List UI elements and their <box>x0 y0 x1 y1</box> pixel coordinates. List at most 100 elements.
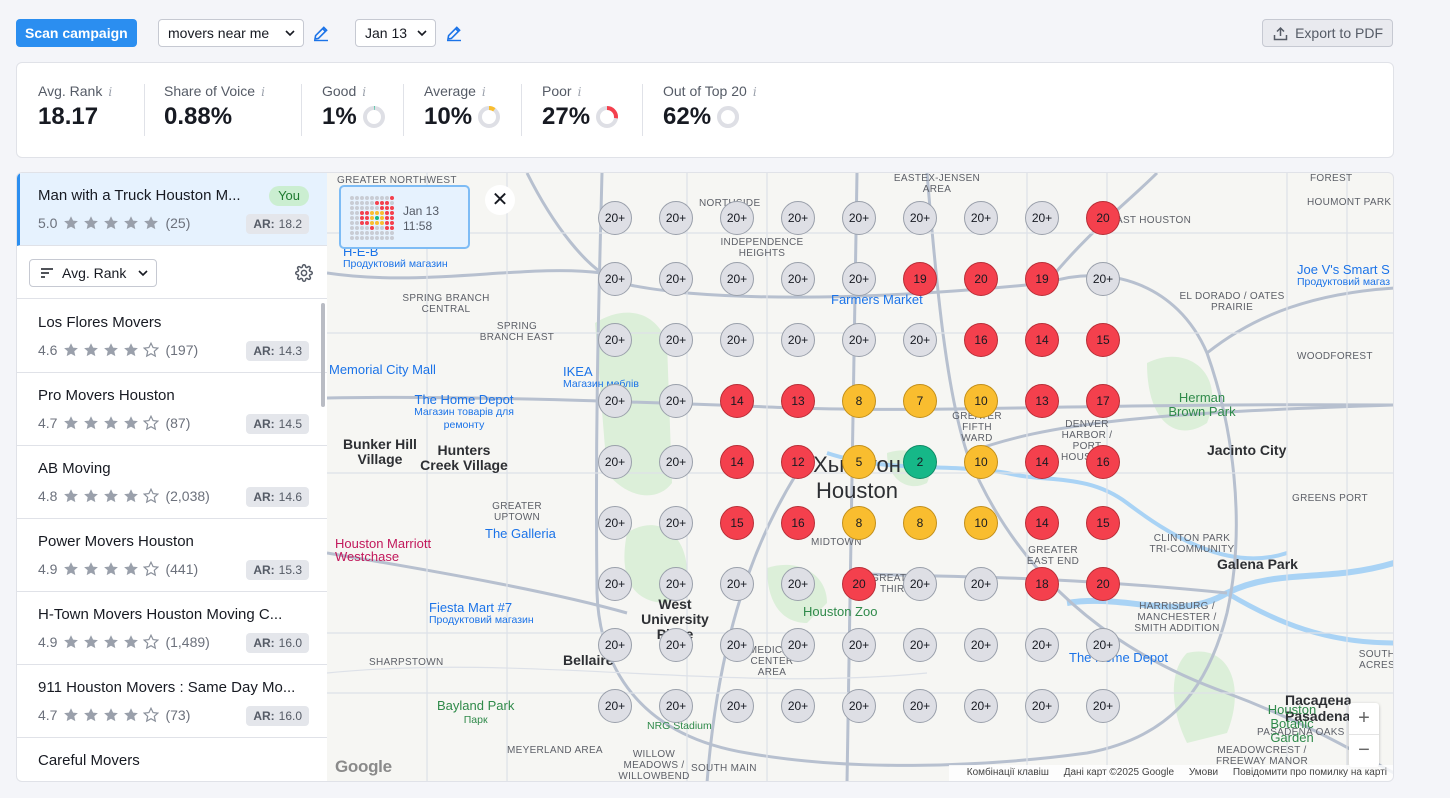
scan-popup[interactable]: Jan 13 11:58 <box>339 185 470 249</box>
rank-pin[interactable]: 20+ <box>659 567 693 601</box>
edit-keyword-icon[interactable] <box>312 24 330 42</box>
rank-pin[interactable]: 20+ <box>659 506 693 540</box>
rank-pin[interactable]: 20+ <box>964 567 998 601</box>
poi-label[interactable]: Houston Botanic Garden <box>1267 702 1317 745</box>
rank-pin[interactable]: 10 <box>964 506 998 540</box>
rank-pin[interactable]: 14 <box>720 384 754 418</box>
rank-pin[interactable]: 20+ <box>1086 262 1120 296</box>
rank-pin[interactable]: 20+ <box>781 628 815 662</box>
rank-pin[interactable]: 13 <box>1025 384 1059 418</box>
rank-pin[interactable]: 16 <box>781 506 815 540</box>
rank-pin[interactable]: 20+ <box>659 384 693 418</box>
rank-pin[interactable]: 20+ <box>903 567 937 601</box>
competitor-item[interactable]: 911 Houston Movers : Same Day Mo... 4.7 (… <box>17 665 328 738</box>
scan-campaign-button[interactable]: Scan campaign <box>16 19 137 47</box>
competitor-item[interactable]: Careful Movers <box>17 738 328 781</box>
rank-pin[interactable]: 14 <box>1025 323 1059 357</box>
close-popup-button[interactable]: ✕ <box>485 185 515 215</box>
rank-pin[interactable]: 20+ <box>1086 689 1120 723</box>
rank-pin[interactable]: 20+ <box>903 628 937 662</box>
rank-pin[interactable]: 20 <box>1086 567 1120 601</box>
date-select[interactable]: Jan 13 <box>355 19 436 47</box>
competitor-item[interactable]: Los Flores Movers 4.6 (197) AR: 14.3 <box>17 300 328 373</box>
rank-pin[interactable]: 20+ <box>659 445 693 479</box>
poi-label[interactable]: Farmers Market <box>831 292 923 307</box>
rank-pin[interactable]: 20+ <box>964 628 998 662</box>
rank-pin[interactable]: 13 <box>781 384 815 418</box>
competitor-item[interactable]: Pro Movers Houston 4.7 (87) AR: 14.5 <box>17 373 328 446</box>
rank-pin[interactable]: 20+ <box>781 201 815 235</box>
rank-pin[interactable]: 16 <box>964 323 998 357</box>
rank-pin[interactable]: 20+ <box>598 262 632 296</box>
info-icon[interactable]: i <box>577 85 582 99</box>
zoom-in-button[interactable]: + <box>1349 703 1379 735</box>
poi-label[interactable]: Memorial City Mall <box>329 362 436 377</box>
rank-pin[interactable]: 19 <box>903 262 937 296</box>
rank-pin[interactable]: 20+ <box>598 323 632 357</box>
rank-pin[interactable]: 20+ <box>842 628 876 662</box>
poi-label[interactable]: Fiesta Mart #7 Продуктовий магазин <box>429 601 534 627</box>
rank-pin[interactable]: 20 <box>842 567 876 601</box>
rank-pin[interactable]: 14 <box>1025 445 1059 479</box>
poi-label[interactable]: The Home Depot Магазин товарів для ремонт… <box>409 393 519 432</box>
rank-pin[interactable]: 15 <box>1086 323 1120 357</box>
rank-pin[interactable]: 20+ <box>720 628 754 662</box>
rank-pin[interactable]: 20+ <box>1025 628 1059 662</box>
rank-pin[interactable]: 20+ <box>659 323 693 357</box>
competitor-item[interactable]: Power Movers Houston 4.9 (441) AR: 15.3 <box>17 519 328 592</box>
rank-pin[interactable]: 20+ <box>720 567 754 601</box>
poi-label[interactable]: Joe V's Smart S Продуктовий магаз <box>1297 263 1390 289</box>
rank-pin[interactable]: 20+ <box>903 323 937 357</box>
rank-pin[interactable]: 20+ <box>659 262 693 296</box>
rank-pin[interactable]: 20+ <box>842 201 876 235</box>
rank-pin[interactable]: 20 <box>1086 201 1120 235</box>
rank-pin[interactable]: 20 <box>964 262 998 296</box>
rank-pin[interactable]: 20+ <box>598 445 632 479</box>
keyboard-shortcuts-link[interactable]: Комбінації клавіш <box>966 767 1049 778</box>
rank-pin[interactable]: 20+ <box>659 689 693 723</box>
poi-label[interactable]: The Galleria <box>485 526 556 541</box>
poi-label[interactable]: IKEA Магазин меблів <box>563 365 639 391</box>
info-icon[interactable]: i <box>108 85 113 99</box>
rank-pin[interactable]: 20+ <box>598 567 632 601</box>
rank-pin[interactable]: 20+ <box>842 689 876 723</box>
rank-pin[interactable]: 20+ <box>720 262 754 296</box>
rank-pin[interactable]: 20+ <box>842 323 876 357</box>
rank-pin[interactable]: 20+ <box>781 567 815 601</box>
poi-label[interactable]: Herman Brown Park <box>1168 390 1236 419</box>
rank-pin[interactable]: 17 <box>1086 384 1120 418</box>
rank-pin[interactable]: 20+ <box>720 201 754 235</box>
rank-pin[interactable]: 20+ <box>598 201 632 235</box>
rank-pin[interactable]: 8 <box>842 506 876 540</box>
competitor-item[interactable]: AB Moving 4.8 (2,038) AR: 14.6 <box>17 446 328 519</box>
scrollbar-thumb[interactable] <box>321 303 325 407</box>
rank-pin[interactable]: 15 <box>1086 506 1120 540</box>
rank-pin[interactable]: 20+ <box>781 689 815 723</box>
poi-label[interactable]: The Home Depot <box>1069 650 1168 665</box>
rank-pin[interactable]: 8 <box>842 384 876 418</box>
rank-pin[interactable]: 20+ <box>781 323 815 357</box>
rank-pin[interactable]: 8 <box>903 506 937 540</box>
rank-pin[interactable]: 20+ <box>598 628 632 662</box>
keyword-select[interactable]: movers near me <box>158 19 304 47</box>
report-error-link[interactable]: Повідомити про помилку на карті <box>1232 767 1387 778</box>
rank-pin[interactable]: 20+ <box>720 689 754 723</box>
rank-pin[interactable]: 12 <box>781 445 815 479</box>
rank-pin[interactable]: 20+ <box>1086 628 1120 662</box>
rank-pin[interactable]: 10 <box>964 384 998 418</box>
export-pdf-button[interactable]: Export to PDF <box>1262 19 1393 47</box>
rank-pin[interactable]: 14 <box>1025 506 1059 540</box>
gear-icon[interactable] <box>295 264 313 282</box>
rank-pin[interactable]: 20+ <box>842 262 876 296</box>
poi-label[interactable]: NRG Stadium <box>647 720 712 732</box>
rank-pin[interactable]: 20+ <box>903 689 937 723</box>
rank-pin[interactable]: 20+ <box>1025 201 1059 235</box>
rank-pin[interactable]: 16 <box>1086 445 1120 479</box>
rank-pin[interactable]: 20+ <box>781 262 815 296</box>
info-icon[interactable]: i <box>752 85 757 99</box>
rank-pin[interactable]: 20+ <box>598 689 632 723</box>
rank-pin[interactable]: 2 <box>903 445 937 479</box>
rank-pin[interactable]: 20+ <box>659 628 693 662</box>
poi-label[interactable]: Houston Zoo <box>803 604 878 619</box>
poi-label[interactable]: Bayland Park Парк <box>437 699 514 727</box>
